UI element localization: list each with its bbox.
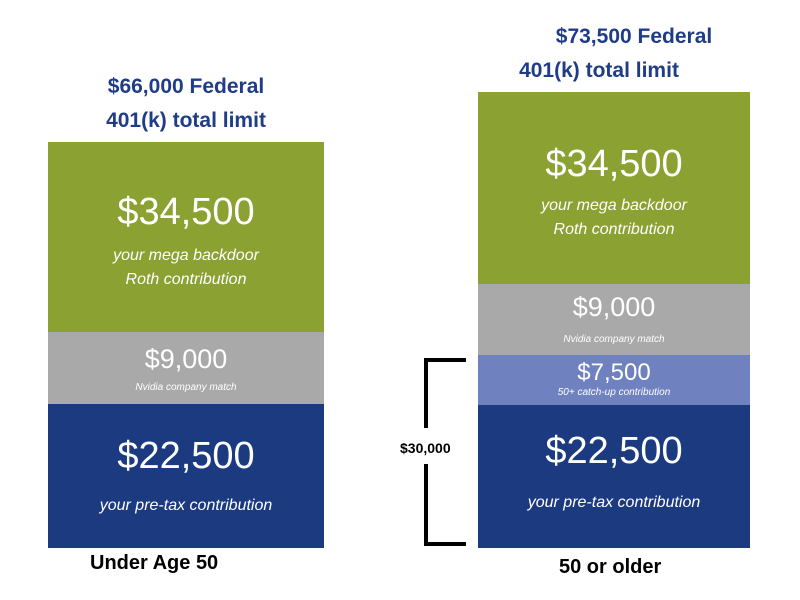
left-pretax-desc: your pre-tax contribution — [99, 497, 273, 514]
left-category-label: Under Age 50 — [90, 552, 219, 574]
right-category-label: 50 or older — [559, 556, 662, 578]
right-catchup-value: $7,500 — [577, 359, 651, 386]
left-title-line-1: $66,000 Federal — [107, 75, 265, 98]
right-roth-value: $34,500 — [545, 143, 683, 185]
left-roth-desc-1: your mega backdoor — [113, 247, 259, 264]
right-roth-segment: $34,500 your mega backdoor Roth contribu… — [478, 92, 750, 284]
right-match-value: $9,000 — [572, 292, 656, 322]
right-roth-desc-1: your mega backdoor — [541, 197, 687, 214]
left-match-segment: $9,000 Nvidia company match — [48, 332, 324, 404]
bracket-bottom-cap — [424, 542, 466, 546]
left-pretax-segment: $22,500 your pre-tax contribution — [48, 404, 324, 548]
left-roth-value: $34,500 — [117, 191, 255, 233]
left-roth-desc-2: Roth contribution — [125, 271, 247, 288]
left-title-line-2: 401(k) total limit — [106, 109, 266, 132]
right-pretax-segment: $22,500 your pre-tax contribution — [478, 405, 750, 548]
bracket-upper-stem — [424, 358, 428, 428]
left-title: $66,000 Federal 401(k) total limit — [48, 70, 324, 138]
right-pretax-desc: your pre-tax contribution — [527, 494, 701, 511]
left-roth-segment: $34,500 your mega backdoor Roth contribu… — [48, 142, 324, 332]
right-catchup-segment: $7,500 50+ catch-up contribution — [478, 355, 750, 405]
left-match-value: $9,000 — [144, 344, 228, 374]
left-match-desc: Nvidia company match — [135, 382, 237, 393]
right-roth-desc-2: Roth contribution — [553, 221, 675, 238]
right-catchup-desc: 50+ catch-up contribution — [557, 387, 671, 398]
bracket-lower-stem — [424, 464, 428, 546]
right-title-line-1: $73,500 Federal — [555, 25, 713, 48]
right-pretax-value: $22,500 — [545, 430, 683, 472]
bracket-top-cap — [424, 358, 466, 362]
right-match-desc: Nvidia company match — [563, 334, 665, 345]
right-title-line-2: 401(k) total limit — [519, 59, 679, 82]
left-pretax-value: $22,500 — [117, 435, 255, 477]
bracket-label: $30,000 — [400, 440, 451, 456]
right-match-segment: $9,000 Nvidia company match — [478, 284, 750, 355]
right-title: $73,500 Federal 401(k) total limit — [478, 20, 750, 88]
